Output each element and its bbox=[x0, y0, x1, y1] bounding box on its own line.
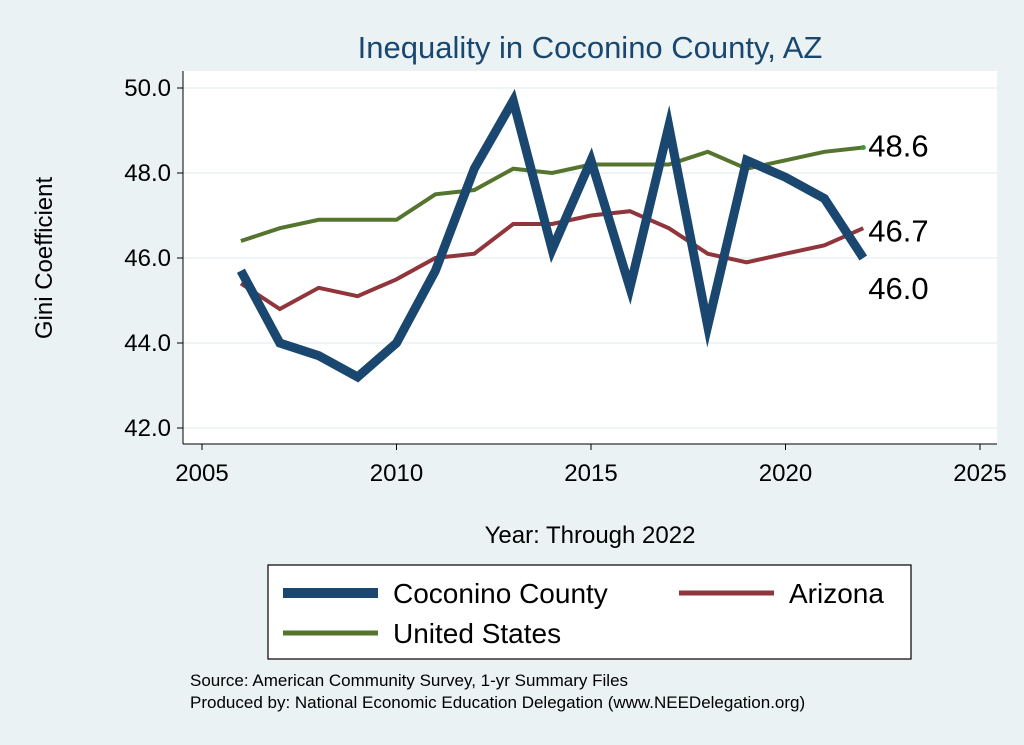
end-label-united-states: 48.6 bbox=[868, 129, 928, 164]
series-lines bbox=[236, 88, 868, 383]
chart-title: Inequality in Coconino County, AZ bbox=[358, 30, 823, 65]
y-tick-label: 50.0 bbox=[124, 75, 171, 102]
producer-note: Produced by: National Economic Education… bbox=[190, 693, 805, 712]
end-label-arizona: 46.7 bbox=[868, 213, 928, 248]
y-tick-label: 42.0 bbox=[124, 415, 171, 442]
axes: 42.0 44.0 46.0 48.0 50.0 2005 2010 2015 2020 2025 bbox=[124, 71, 1007, 487]
legend-box bbox=[267, 564, 912, 660]
series-end-marker-united-states bbox=[860, 145, 866, 150]
series-line-coconino-county bbox=[236, 88, 868, 383]
y-tick-label: 48.0 bbox=[124, 160, 171, 187]
x-tick-label: 2010 bbox=[370, 460, 423, 487]
legend-label-united-states: United States bbox=[393, 618, 561, 649]
legend: Coconino County Arizona United States bbox=[267, 564, 912, 660]
y-tick-label: 44.0 bbox=[124, 330, 171, 357]
x-tick-label: 2020 bbox=[759, 460, 812, 487]
x-tick-label: 2005 bbox=[175, 460, 228, 487]
source-note: Source: American Community Survey, 1-yr … bbox=[190, 671, 628, 690]
end-label-coconino-county: 46.0 bbox=[868, 271, 928, 306]
legend-label-coconino-county: Coconino County bbox=[393, 578, 608, 609]
legend-label-arizona: Arizona bbox=[789, 578, 884, 609]
end-labels: 48.6 46.7 46.0 bbox=[868, 129, 928, 307]
x-tick-label: 2015 bbox=[564, 460, 617, 487]
x-axis-title: Year: Through 2022 bbox=[485, 522, 696, 549]
series-line-arizona bbox=[239, 209, 865, 312]
x-tick-label: 2025 bbox=[953, 460, 1006, 487]
y-axis-title: Gini Coefficient bbox=[31, 177, 58, 340]
y-tick-label: 46.0 bbox=[124, 245, 171, 272]
